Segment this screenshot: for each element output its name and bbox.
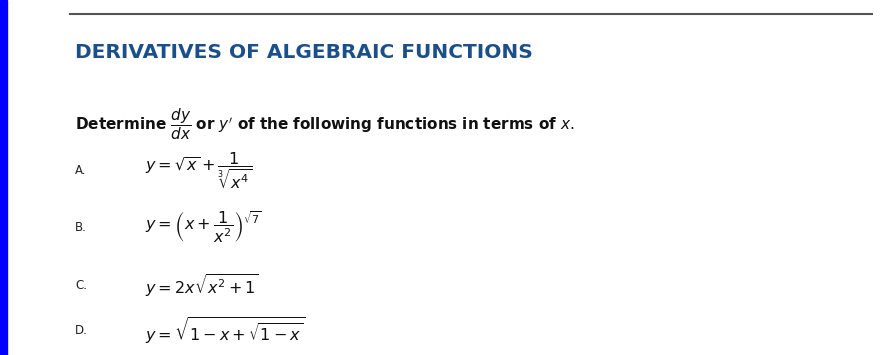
Text: D.: D. <box>75 324 88 337</box>
Text: C.: C. <box>75 279 87 292</box>
Text: $\mathbf{Determine}\ \dfrac{dy}{dx}\ \mathbf{or}\ y'\ \mathbf{of\ the\ following: $\mathbf{Determine}\ \dfrac{dy}{dx}\ \ma… <box>75 106 574 142</box>
Text: DERIVATIVES OF ALGEBRAIC FUNCTIONS: DERIVATIVES OF ALGEBRAIC FUNCTIONS <box>75 43 533 62</box>
Bar <box>0 0 7 355</box>
Text: B.: B. <box>75 221 86 234</box>
Text: $y = 2x\sqrt{x^2 + 1}$: $y = 2x\sqrt{x^2 + 1}$ <box>145 272 259 299</box>
Text: A.: A. <box>75 164 86 177</box>
Text: $y = \left(x + \dfrac{1}{x^2}\right)^{\sqrt{7}}$: $y = \left(x + \dfrac{1}{x^2}\right)^{\s… <box>145 209 263 245</box>
Text: $y = \sqrt{x} + \dfrac{1}{\sqrt[3]{x^4}}$: $y = \sqrt{x} + \dfrac{1}{\sqrt[3]{x^4}}… <box>145 150 253 191</box>
Text: $y = \sqrt{1 - x + \sqrt{1 - x}}$: $y = \sqrt{1 - x + \sqrt{1 - x}}$ <box>145 315 306 346</box>
